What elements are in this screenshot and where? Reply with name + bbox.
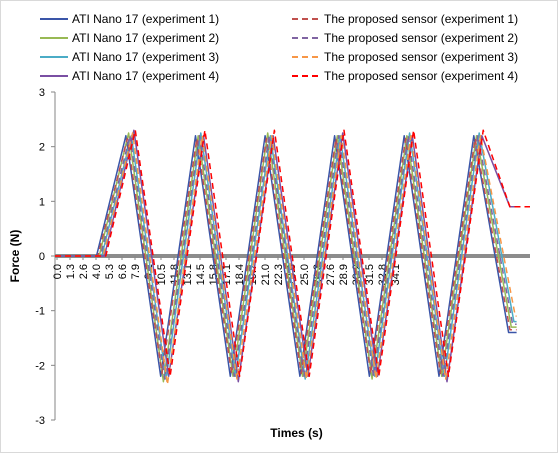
legend: ATI Nano 17 (experiment 1) ATI Nano 17 (e… bbox=[40, 12, 518, 83]
y-tick-label: 3 bbox=[39, 87, 45, 99]
legend-label: The proposed sensor (experiment 2) bbox=[324, 31, 518, 45]
x-axis-title: Times (s) bbox=[270, 426, 322, 440]
series-line-6 bbox=[55, 134, 517, 380]
legend-label: The proposed sensor (experiment 3) bbox=[324, 50, 518, 64]
legend-label: ATI Nano 17 (experiment 1) bbox=[72, 12, 219, 26]
y-tick-label: 1 bbox=[39, 196, 45, 208]
y-tick-label: 2 bbox=[39, 142, 45, 154]
y-tick-label: -2 bbox=[35, 360, 45, 372]
series-line-1 bbox=[55, 134, 517, 378]
y-tick-label: -3 bbox=[35, 415, 45, 427]
x-tick-label: 18.4 bbox=[234, 264, 246, 285]
series-line-7 bbox=[55, 132, 517, 386]
series-lines bbox=[55, 129, 530, 386]
x-tick-label: 14.5 bbox=[195, 264, 207, 285]
legend-label: The proposed sensor (experiment 1) bbox=[324, 12, 518, 26]
x-tick-label: 31.5 bbox=[364, 264, 376, 285]
x-tick-label: 22.3 bbox=[273, 264, 285, 285]
series-line-4 bbox=[55, 129, 517, 383]
series-line-3 bbox=[55, 132, 517, 380]
x-tick-label: 6.6 bbox=[117, 264, 129, 279]
y-axis-title: Force (N) bbox=[8, 230, 22, 283]
series-line-8 bbox=[55, 129, 530, 378]
x-tick-label: 0.0 bbox=[52, 264, 64, 279]
y-tick-label: -1 bbox=[35, 306, 45, 318]
x-tick-label: 10.5 bbox=[156, 264, 168, 285]
legend-label: ATI Nano 17 (experiment 2) bbox=[72, 31, 219, 45]
legend-label: ATI Nano 17 (experiment 4) bbox=[72, 69, 219, 83]
x-tick-label: 2.6 bbox=[78, 264, 90, 279]
x-tick-label: 25.0 bbox=[299, 264, 311, 285]
x-tick-label: 4.0 bbox=[91, 264, 103, 279]
legend-label: ATI Nano 17 (experiment 3) bbox=[72, 50, 219, 64]
x-tick-label: 5.3 bbox=[104, 264, 116, 279]
x-tick-label: 7.9 bbox=[130, 264, 142, 279]
series-line-2 bbox=[55, 132, 517, 383]
x-tick-label: 13.1 bbox=[182, 264, 194, 285]
x-tick-label: 27.6 bbox=[325, 264, 337, 285]
series-line-5 bbox=[55, 137, 517, 375]
x-tick-label: 1.3 bbox=[65, 264, 77, 279]
y-tick-labels: -3 -2 -1 0 1 2 3 bbox=[35, 87, 55, 427]
legend-label: The proposed sensor (experiment 4) bbox=[324, 69, 518, 83]
x-tick-label: 28.9 bbox=[338, 264, 350, 285]
y-tick-label: 0 bbox=[39, 251, 45, 263]
x-tick-label: 21.0 bbox=[260, 264, 272, 285]
